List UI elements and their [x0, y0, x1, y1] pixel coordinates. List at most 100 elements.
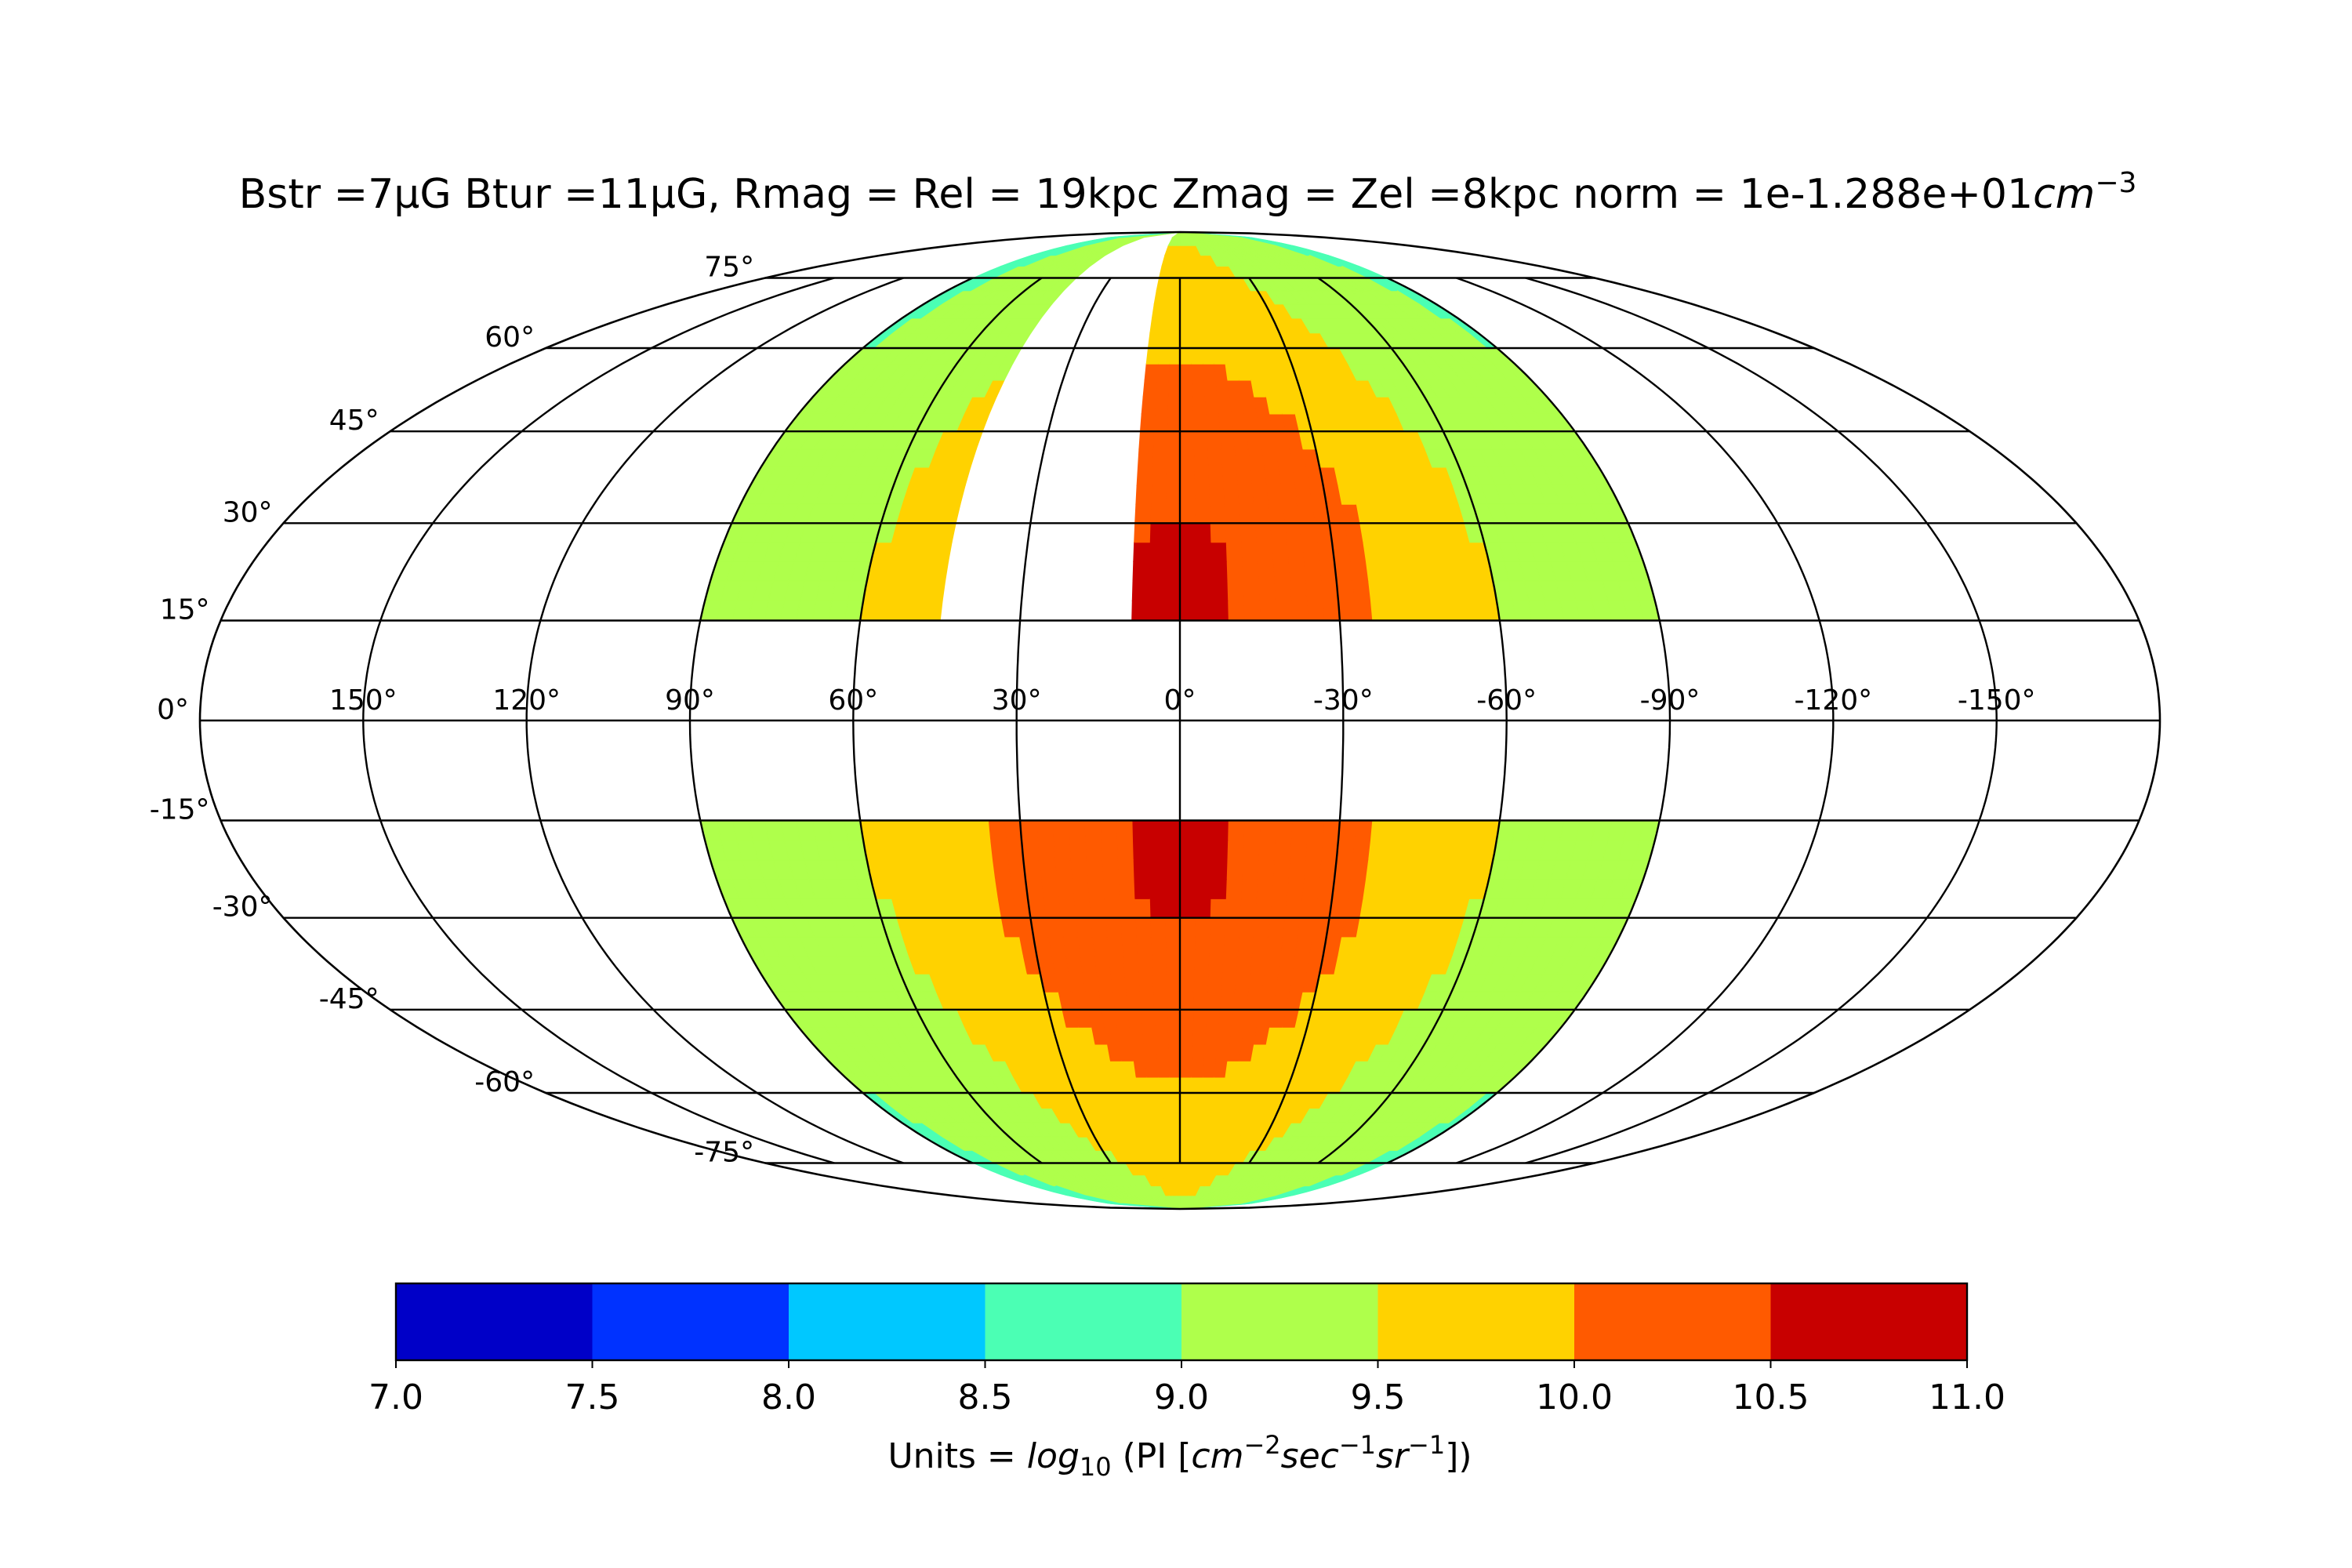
heatmap-cell	[1230, 1009, 1247, 1028]
colorbar-tick-labels: 7.0 7.5 8.0 8.5 9.0 9.5 10.0 10.5 11.0	[368, 1360, 2005, 1417]
heatmap-cell	[1193, 954, 1210, 975]
heatmap-cell	[1208, 917, 1225, 938]
heatmap-cell	[1139, 1009, 1156, 1028]
heatmap-cell	[1188, 1122, 1200, 1138]
heatmap-cell	[1164, 917, 1181, 938]
colorbar-tick-label: 10.5	[1733, 1377, 1809, 1417]
heatmap-cell	[1148, 542, 1166, 562]
heatmap-cell	[1004, 819, 1022, 841]
heatmap-cell	[1179, 561, 1196, 582]
heatmap-cell	[1258, 819, 1277, 841]
heatmap-cell	[1192, 973, 1209, 993]
heatmap-cell	[987, 819, 1007, 841]
heatmap-cell	[1163, 879, 1181, 899]
heatmap-cell	[1346, 542, 1367, 562]
colorbar-tick-label: 8.5	[958, 1377, 1013, 1417]
heatmap-cell	[1167, 396, 1181, 415]
longitude-tick-label: 90°	[665, 684, 715, 717]
heatmap-cell	[1203, 1026, 1219, 1045]
heatmap-cell	[1194, 917, 1210, 938]
heatmap-cell	[1432, 600, 1453, 622]
heatmap-cell	[1179, 991, 1194, 1011]
heatmap-cell	[1233, 973, 1250, 993]
heatmap-cell	[1225, 859, 1243, 880]
colorbar-tick-label: 11.0	[1929, 1377, 2005, 1417]
heatmap-cell	[1150, 954, 1167, 975]
heatmap-cell	[1254, 522, 1272, 543]
heatmap-cell	[1127, 1009, 1142, 1028]
heatmap-cell	[1163, 522, 1181, 543]
heatmap-cell	[1320, 580, 1339, 601]
heatmap-cell	[1195, 561, 1212, 582]
heatmap-cell	[1179, 1076, 1192, 1094]
heatmap-cell	[1134, 522, 1151, 543]
heatmap-cell	[1250, 936, 1269, 956]
longitude-tick-label: 30°	[992, 684, 1042, 717]
heatmap-cell	[1189, 332, 1202, 349]
heatmap-cell	[1305, 819, 1325, 841]
heatmap-cell	[1164, 503, 1181, 524]
heatmap-cell	[1226, 819, 1245, 841]
heatmap-cell	[1287, 859, 1306, 880]
heatmap-cell	[1228, 396, 1244, 415]
heatmap-cell	[1302, 859, 1322, 880]
heatmap-cell	[1138, 430, 1155, 450]
heatmap-cell	[1209, 898, 1226, 919]
heatmap-cell	[1346, 879, 1367, 899]
heatmap-cell	[1232, 430, 1249, 450]
heatmap-cell	[1189, 347, 1203, 365]
latitude-tick-label: 30°	[223, 496, 273, 528]
heatmap-cell	[1055, 879, 1074, 899]
heatmap-cell	[1282, 917, 1301, 938]
heatmap-cell	[924, 819, 943, 841]
heatmap-cell	[1192, 991, 1208, 1011]
heatmap-cell	[1163, 859, 1181, 880]
heatmap-cell	[1210, 840, 1229, 861]
heatmap-cell	[1156, 277, 1167, 292]
heatmap-cell	[1351, 580, 1371, 601]
colorbar-tick-label: 9.0	[1154, 1377, 1209, 1417]
heatmap-cell	[1369, 600, 1388, 622]
heatmap-cell	[1207, 954, 1224, 975]
heatmap-cell	[1179, 396, 1193, 415]
heatmap-cell	[1166, 413, 1181, 432]
heatmap-cell	[1245, 991, 1262, 1011]
longitude-tick-label: -90°	[1640, 684, 1700, 717]
heatmap-cell	[1156, 1060, 1170, 1078]
heatmap-cell	[1116, 859, 1134, 880]
heatmap-cell	[1051, 819, 1070, 841]
colorbar	[394, 1282, 1969, 1362]
latitude-tick-labels: 75° 60° 45° 30° 15° 0° -15° -30° -45° -60° -75°	[150, 252, 754, 1169]
heatmap-cell	[1179, 1136, 1189, 1151]
heatmap-cell	[1305, 580, 1323, 601]
heatmap-cell	[1258, 580, 1276, 601]
longitude-tick-label: -30°	[1313, 684, 1374, 717]
heatmap-cell	[1243, 600, 1261, 622]
heatmap-cell	[1235, 954, 1252, 975]
heatmap-cell	[1149, 318, 1163, 334]
heatmap-cell	[1085, 859, 1104, 880]
heatmap-cell	[1193, 466, 1210, 487]
meridian-line	[1248, 277, 1345, 1164]
heatmap-cell	[1464, 600, 1485, 622]
heatmap-cell	[1100, 840, 1118, 861]
heatmap-cell	[1188, 303, 1200, 319]
heatmap-cell	[1179, 1174, 1187, 1187]
heatmap-cell	[1305, 840, 1323, 861]
heatmap-cell	[1353, 819, 1373, 841]
heatmap-cell	[1134, 898, 1151, 919]
heatmap-cell	[1186, 277, 1196, 292]
heatmap-cell	[1265, 485, 1283, 505]
heatmap-cell	[1210, 879, 1227, 899]
map-boundary	[198, 230, 2161, 1210]
colorbar-tick-label: 9.5	[1351, 1377, 1406, 1417]
heatmap-cell	[1382, 840, 1403, 861]
heatmap-cell	[1116, 840, 1134, 861]
heatmap-cell	[1132, 561, 1150, 582]
heatmap-cell	[1301, 542, 1319, 562]
heatmap-cell	[1194, 898, 1211, 919]
heatmap-cell	[1122, 954, 1139, 975]
heatmap-cell	[1156, 1076, 1171, 1094]
heatmap-cell	[1222, 485, 1240, 505]
